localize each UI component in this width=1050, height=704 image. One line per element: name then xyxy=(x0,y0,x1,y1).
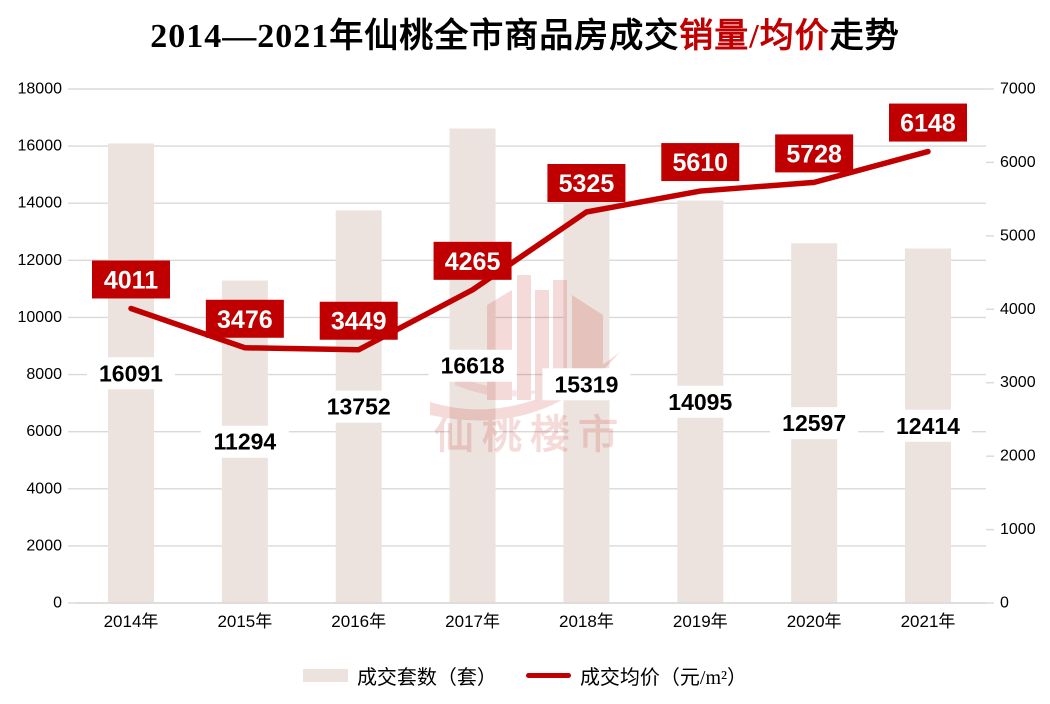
count-label-bg xyxy=(542,368,631,401)
price-trend-line xyxy=(128,148,931,353)
left-axis-tick-label: 8000 xyxy=(26,366,62,383)
count-label: 15319 xyxy=(554,371,618,397)
x-axis-category-label: 2017年 xyxy=(445,612,500,631)
price-label-bg xyxy=(319,301,398,340)
count-label-bg xyxy=(770,407,859,440)
price-label-bg xyxy=(888,103,967,142)
count-label: 12414 xyxy=(896,413,960,439)
count-label-bg xyxy=(428,349,517,382)
count-label: 16091 xyxy=(99,360,163,386)
left-axis-tick-label: 6000 xyxy=(26,423,62,440)
x-axis-category-label: 2019年 xyxy=(673,612,728,631)
price-labels-group: 4011 3476 3449 4265 5325 5610 5728 6148 xyxy=(92,103,967,340)
left-axis-tick-label: 14000 xyxy=(18,195,63,212)
count-label: 13752 xyxy=(327,394,391,420)
line-series-swatch xyxy=(525,673,571,678)
left-axis-tick-label: 12000 xyxy=(18,252,63,269)
title-segment-highlight: 销量/均价 xyxy=(679,18,830,55)
right-axis-tick-label: 6000 xyxy=(1000,154,1036,171)
right-axis-tick-label: 2000 xyxy=(1000,448,1036,465)
x-axis-category-label: 2018年 xyxy=(559,612,614,631)
count-label-bg xyxy=(200,425,289,458)
left-axis-tick-label: 0 xyxy=(53,595,62,612)
title-segment-left: 2014—2021年仙桃全市商品房成交 xyxy=(150,18,680,55)
axes-group: 0200040006000800010000120001400016000180… xyxy=(18,81,1036,632)
line-series-label: 成交均价（元/m²） xyxy=(579,667,748,689)
x-axis-category-label: 2014年 xyxy=(104,612,159,631)
page-title: 2014—2021年仙桃全市商品房成交销量/均价走势 xyxy=(0,8,1050,57)
x-axis-category-label: 2015年 xyxy=(217,612,272,631)
price-label-bg xyxy=(92,260,170,299)
price-label-bg xyxy=(205,299,284,338)
right-axis-tick-label: 3000 xyxy=(1000,374,1036,391)
count-labels-group: 16091 11294 13752 16618 15319 14095 12597 12414 xyxy=(87,349,972,458)
count-label-bg xyxy=(87,357,175,390)
count-label: 14095 xyxy=(668,389,732,415)
price-label-bg xyxy=(547,163,626,202)
price-label-bg xyxy=(775,134,854,173)
left-axis-tick-label: 4000 xyxy=(26,480,62,497)
price-line-group xyxy=(128,148,931,353)
right-axis-tick-label: 0 xyxy=(1000,595,1009,612)
count-label: 12597 xyxy=(782,410,846,436)
chart-legend: 成交套数（套） 成交均价（元/m²） xyxy=(0,661,1050,690)
price-label: 4265 xyxy=(445,248,501,276)
right-axis-tick-label: 1000 xyxy=(1000,521,1036,538)
x-axis-category-label: 2021年 xyxy=(901,612,956,631)
left-axis-tick-label: 10000 xyxy=(18,309,63,326)
price-label: 4011 xyxy=(104,266,158,294)
count-label-bg xyxy=(314,390,403,423)
price-label: 3476 xyxy=(217,306,273,334)
price-label: 5728 xyxy=(786,140,842,168)
count-label-bg xyxy=(656,385,745,418)
title-segment-right: 走势 xyxy=(829,18,900,55)
left-axis-tick-label: 18000 xyxy=(18,81,63,98)
price-label: 3449 xyxy=(331,308,387,336)
bar-series-swatch xyxy=(302,669,348,682)
right-axis-tick-label: 4000 xyxy=(1000,301,1036,318)
left-axis-tick-label: 2000 xyxy=(26,537,62,554)
x-axis-category-label: 2016年 xyxy=(331,612,386,631)
count-label: 11294 xyxy=(214,429,277,455)
price-label: 5325 xyxy=(559,170,615,198)
count-label: 16618 xyxy=(441,353,505,379)
price-label-bg xyxy=(661,143,740,182)
price-label: 6148 xyxy=(900,110,956,138)
left-axis-tick-label: 16000 xyxy=(18,138,63,155)
count-label-bg xyxy=(883,409,972,442)
price-label: 5610 xyxy=(672,149,728,177)
watermark-text: 仙桃楼市 xyxy=(434,412,626,457)
x-axis-category-label: 2020年 xyxy=(787,612,842,631)
price-label-bg xyxy=(433,241,512,280)
right-axis-tick-label: 5000 xyxy=(1000,227,1036,244)
right-axis-tick-label: 7000 xyxy=(1000,81,1036,98)
bar-series-label: 成交套数（套） xyxy=(356,667,497,689)
